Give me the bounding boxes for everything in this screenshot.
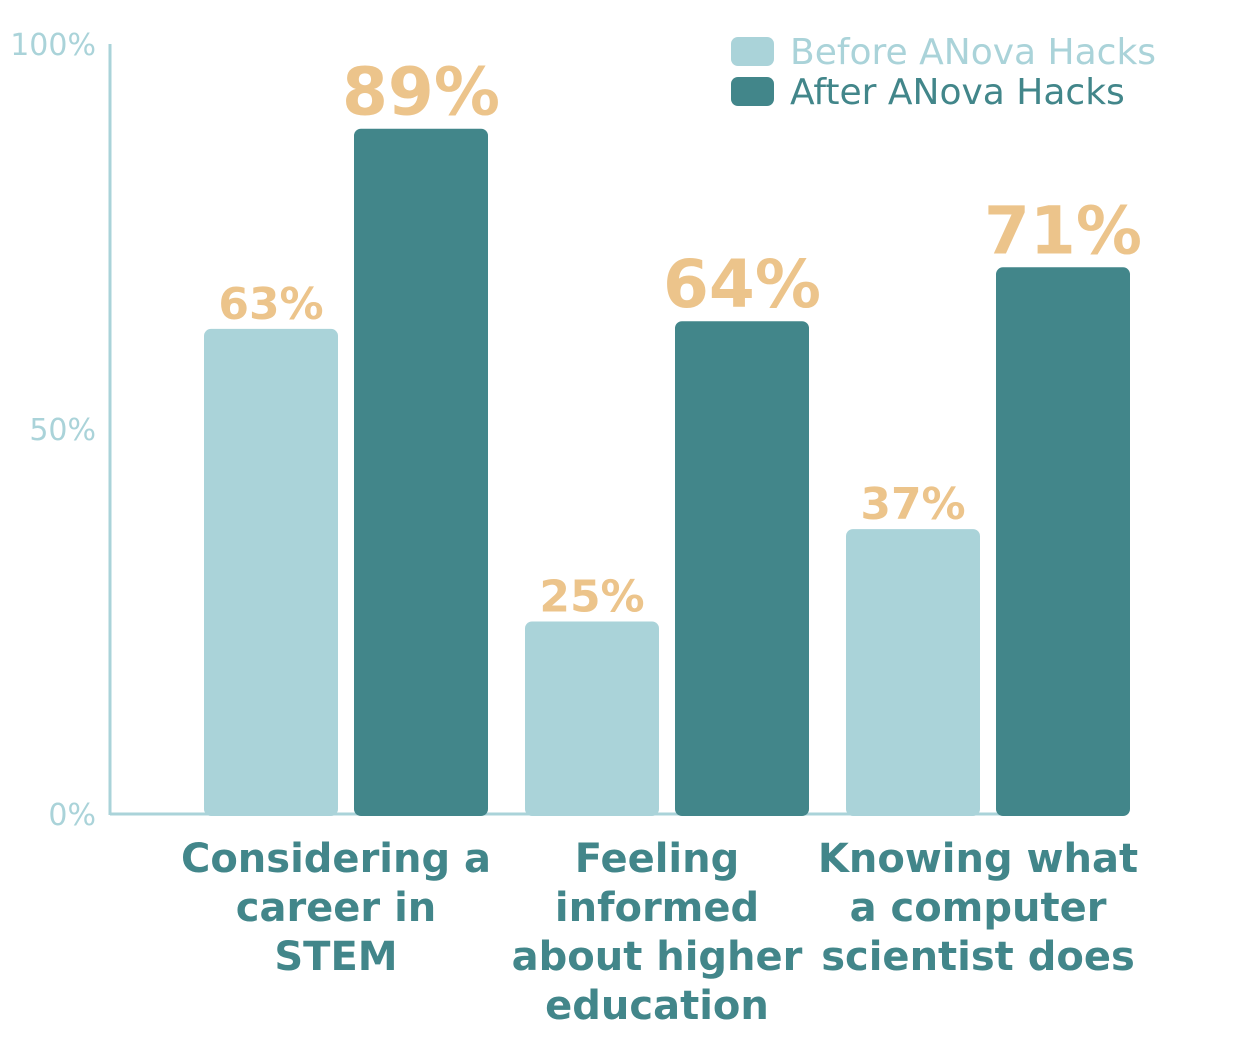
bars [204, 128, 1130, 816]
x-tick-label: Considering a career in STEM [181, 836, 491, 980]
data-label: 63% [218, 279, 323, 330]
data-label: 37% [860, 479, 965, 530]
data-label: 71% [984, 192, 1142, 269]
value-labels: 63% 25% 37% 89% 64% 71% [218, 54, 1142, 623]
legend-entry: After ANova Hacks [790, 72, 1125, 113]
x-tick-label-line: scientist does [821, 934, 1135, 980]
data-label: 89% [342, 54, 500, 131]
y-tick-label: 50% [29, 413, 96, 448]
data-label: 25% [539, 572, 644, 623]
bar-before [846, 529, 980, 816]
x-tick-label-line: STEM [274, 934, 397, 980]
x-tick-label-line: a computer [850, 885, 1107, 931]
legend-swatch-before [731, 37, 774, 66]
x-tick-label: Feeling informed about higher education [512, 836, 803, 1029]
x-tick-label-line: Feeling [575, 836, 740, 882]
bar-after [675, 321, 809, 816]
x-tick-label-line: about higher [512, 934, 803, 980]
x-tick-label-line: Considering a [181, 836, 491, 882]
x-tick-label: Knowing what a computer scientist does [818, 836, 1138, 980]
x-tick-label-line: informed [555, 885, 759, 931]
x-tick-label-line: education [545, 983, 769, 1029]
legend-swatch-after [731, 77, 774, 106]
y-tick-label: 0% [48, 798, 96, 833]
y-tick-label: 100% [10, 28, 96, 63]
x-tick-label-line: career in [236, 885, 437, 931]
legend-entry: Before ANova Hacks [790, 32, 1156, 73]
bar-before [204, 328, 338, 816]
x-tick-label-line: Knowing what [818, 836, 1138, 882]
bar-after [354, 128, 488, 816]
bar-after [996, 267, 1130, 816]
data-label: 64% [663, 246, 821, 323]
bar-before [525, 621, 659, 816]
